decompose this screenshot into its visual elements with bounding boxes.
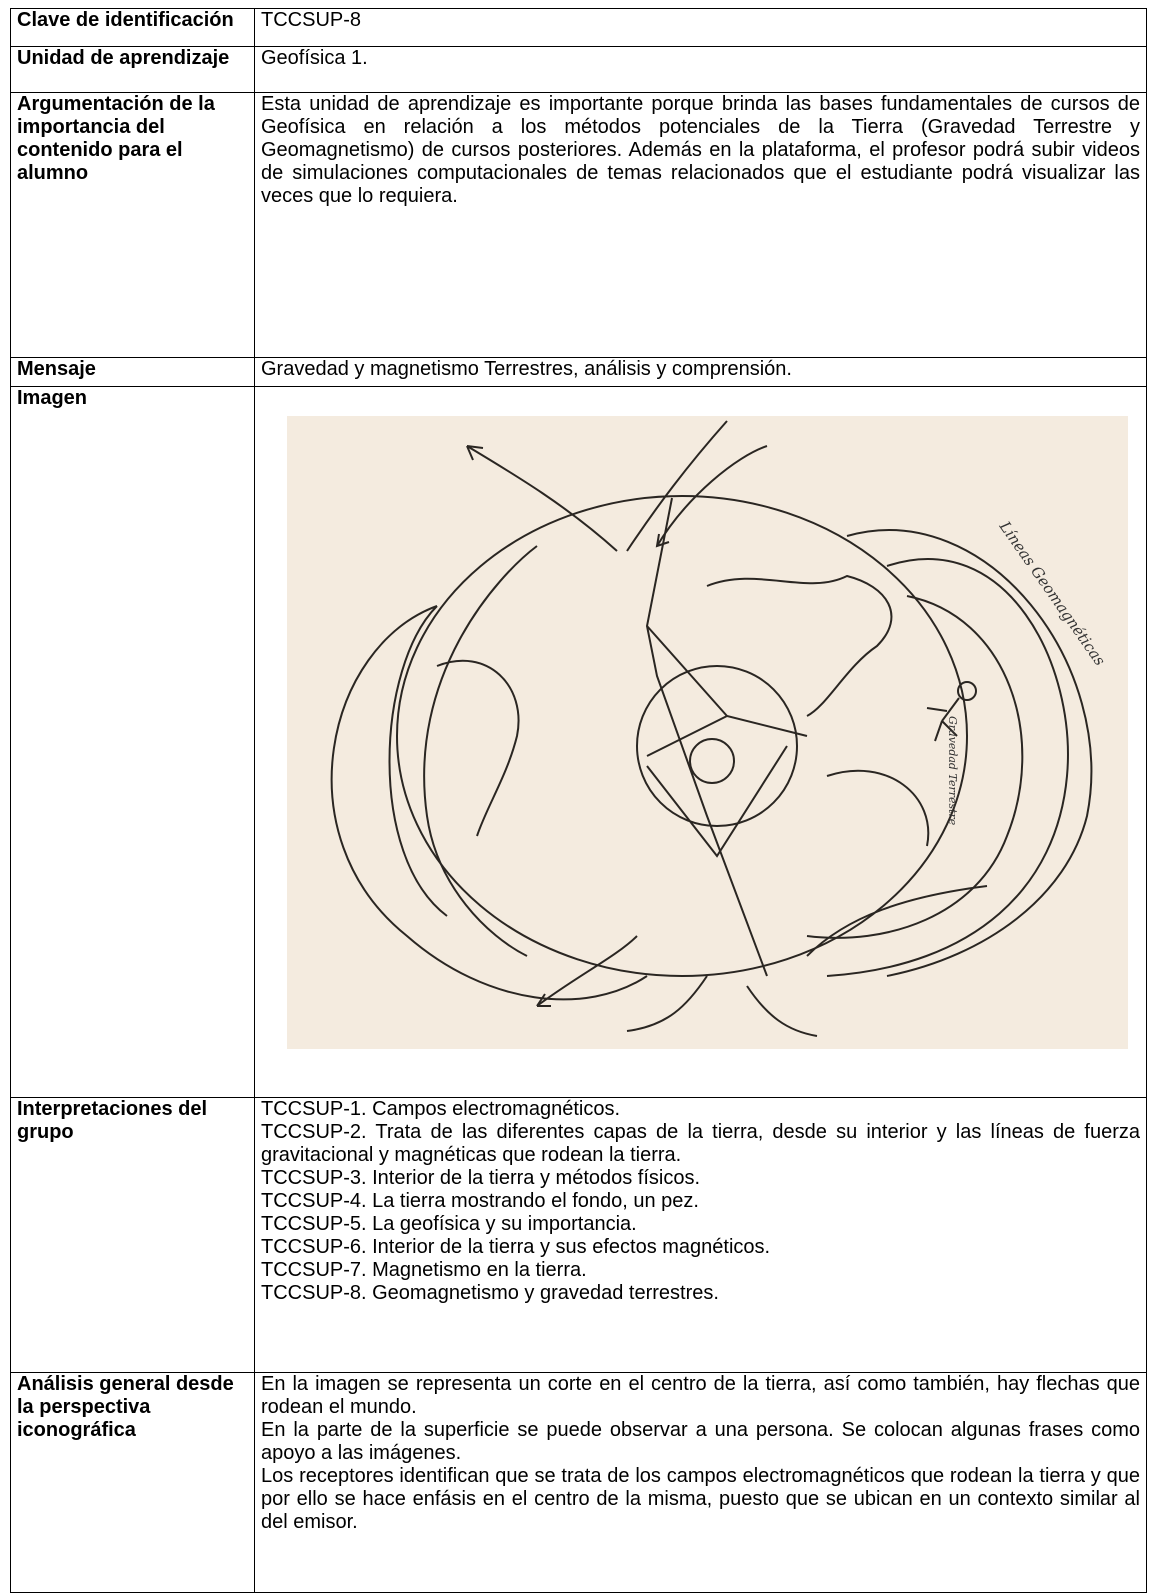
row-content: TCCSUP-1. Campos electromagnéticos. TCCSU… — [254, 1097, 1147, 1373]
info-table: Clave de identificación TCCSUP-8 Unidad de… — [10, 8, 1147, 1593]
content-line: TCCSUP-4. La tierra mostrando el fondo, … — [261, 1190, 699, 1212]
row-label: Argumentación de la importancia del cont… — [10, 92, 255, 358]
table-row: Imagen Líneas Geomagnéticas Gravedad Terre… — [10, 386, 1147, 1098]
field-line — [846, 529, 1093, 977]
table-row: Unidad de aprendizaje Geofísica 1. — [10, 46, 1147, 93]
row-label: Imagen — [10, 386, 255, 1098]
row-label: Interpretaciones del grupo — [10, 1097, 255, 1373]
field-line — [806, 595, 1024, 939]
field-line — [423, 545, 538, 957]
content-line: TCCSUP-3. Interior de la tierra y método… — [261, 1167, 701, 1189]
content-line: TCCSUP-5. La geofísica y su importancia. — [261, 1213, 637, 1235]
section-line — [646, 715, 728, 757]
continent — [826, 769, 930, 847]
row-content: Esta unidad de aprendizaje es importante… — [254, 92, 1147, 358]
section-line — [645, 497, 768, 977]
field-line — [826, 558, 1069, 977]
row-content: Líneas Geomagnéticas Gravedad Terrestre — [254, 386, 1147, 1098]
row-label: Unidad de aprendizaje — [10, 46, 255, 93]
person-head — [957, 681, 977, 701]
content-line: TCCSUP-1. Campos electromagnéticos. — [261, 1098, 621, 1120]
arrow — [626, 975, 708, 1032]
content-line: TCCSUP-6. Interior de la tierra y sus ef… — [261, 1236, 771, 1258]
row-content: TCCSUP-8 — [254, 8, 1147, 47]
row-label: Mensaje — [10, 357, 255, 387]
core — [636, 665, 798, 827]
table-row: Análisis general desde la perspectiva ic… — [10, 1372, 1147, 1593]
arrow — [466, 445, 484, 461]
arrow — [536, 993, 551, 1007]
content-text: TCCSUP-8 — [261, 9, 362, 31]
content-line: En la imagen se representa un corte en e… — [261, 1373, 1140, 1418]
arrow — [466, 445, 618, 552]
content-line: TCCSUP-7. Magnetismo en la tierra. — [261, 1259, 587, 1281]
content-line: En la parte de la superficie se puede ob… — [261, 1419, 1140, 1464]
arrow — [746, 985, 818, 1037]
content-text: Esta unidad de aprendizaje es importante… — [261, 93, 1140, 207]
row-content: En la imagen se representa un corte en e… — [254, 1372, 1147, 1593]
row-label: Análisis general desde la perspectiva ic… — [10, 1372, 255, 1593]
table-row: Argumentación de la importancia del cont… — [10, 92, 1147, 358]
table-row: Interpretaciones del grupo TCCSUP-1. Camp… — [10, 1097, 1147, 1373]
content-text: Gravedad y magnetismo Terrestres, anális… — [261, 358, 792, 380]
field-line — [388, 605, 448, 917]
field-line — [330, 605, 648, 1001]
arrow — [655, 533, 670, 548]
content-line: TCCSUP-2. Trata de las diferentes capas … — [261, 1121, 1140, 1166]
arrow — [806, 885, 988, 957]
table-row: Mensaje Gravedad y magnetismo Terrestres,… — [10, 357, 1147, 387]
content-line: Los receptores identifican que se trata … — [261, 1465, 1140, 1533]
row-content: Geofísica 1. — [254, 46, 1147, 93]
paper — [287, 416, 1128, 1049]
arrow — [536, 935, 638, 1007]
earth — [396, 495, 968, 977]
row-label: Clave de identificación — [10, 8, 255, 47]
table-row: Clave de identificación TCCSUP-8 — [10, 8, 1147, 47]
inner-core — [689, 738, 735, 784]
row-content: Gravedad y magnetismo Terrestres, anális… — [254, 357, 1147, 387]
section-line — [646, 745, 788, 858]
annotation: Gravedad Terrestre — [946, 716, 959, 826]
arrow — [626, 420, 728, 552]
continent — [706, 574, 893, 717]
content-line: TCCSUP-8. Geomagnetismo y gravedad terre… — [261, 1282, 719, 1304]
continent — [436, 659, 520, 837]
content-text: Geofísica 1. — [261, 47, 368, 69]
person-body — [926, 697, 960, 742]
arrow — [656, 445, 768, 547]
